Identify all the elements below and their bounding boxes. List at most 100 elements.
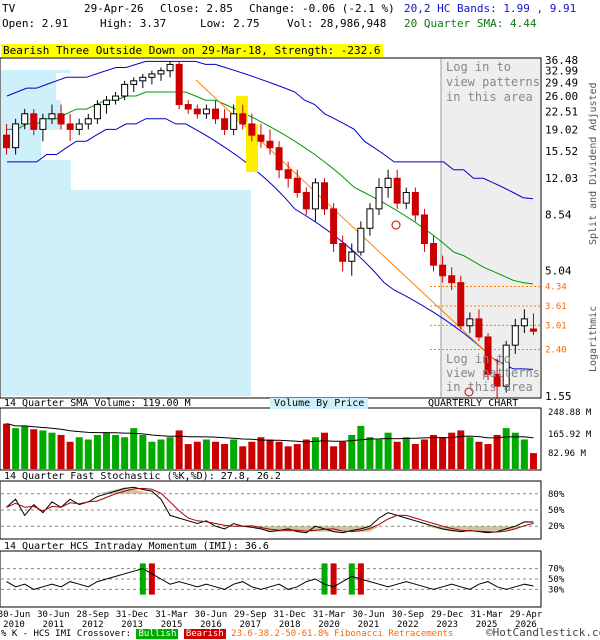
fib-legend: 23.6-38.2-50-61.8% Fibonacci Retracement… xyxy=(231,629,454,639)
candle-body xyxy=(202,108,210,115)
candle-body xyxy=(448,275,456,284)
x-tick-year: 2026 xyxy=(515,620,537,630)
imi-title: 14 Quarter HCS Intraday Momentum (IMI): … xyxy=(4,541,269,552)
volume-bar xyxy=(48,432,56,469)
fib-lines: 4.34 3.61 3.01 2.40 xyxy=(430,282,567,355)
stochastic-lines xyxy=(1,486,540,534)
candle-body xyxy=(121,83,129,97)
candle-body xyxy=(493,373,501,387)
hc-lower-band xyxy=(7,118,534,370)
candle-body xyxy=(39,118,47,130)
candle-body xyxy=(239,113,247,125)
fib-label: 4.34 xyxy=(545,282,567,292)
volume-bar xyxy=(230,439,238,469)
volume-bar xyxy=(121,437,129,469)
price-tick-label: 32.99 xyxy=(545,65,578,78)
candle-body xyxy=(357,227,365,253)
x-tick-label: 30-Jun xyxy=(37,610,70,620)
volume-bar xyxy=(3,423,11,469)
x-tick-label: 29-Dec xyxy=(431,610,464,620)
imi-line xyxy=(6,568,534,590)
vbp-bar xyxy=(1,190,251,260)
volume-bar xyxy=(166,437,174,469)
pattern-banner[interactable]: Bearish Three Outside Down on 29-Mar-18,… xyxy=(1,44,383,57)
volume-bar xyxy=(211,441,219,469)
volume-bar xyxy=(393,441,401,469)
volume-bar xyxy=(366,437,374,469)
candle-body xyxy=(366,208,374,229)
volume-bar xyxy=(193,441,201,469)
candle-body xyxy=(502,344,510,387)
imi-signal-bar xyxy=(139,563,146,595)
volume-bar xyxy=(466,437,474,469)
stoch-tick-label: 20% xyxy=(548,522,565,532)
volume-bar xyxy=(321,432,329,469)
candle-body xyxy=(3,134,11,149)
bullish-badge: Bullish xyxy=(136,629,179,639)
price-tick-label: 22.51 xyxy=(545,105,578,118)
x-tick-label: 30-Jun xyxy=(195,610,228,620)
candle-body xyxy=(166,63,174,72)
volume-bar xyxy=(39,430,47,469)
high-value: High: 3.37 xyxy=(100,17,167,30)
stoch-title: 14 Quarter Fast Stochastic (%K,%D): 27.8… xyxy=(4,471,281,482)
volume-bar xyxy=(12,428,20,469)
volume-bar xyxy=(520,439,528,469)
login-note-top[interactable]: Log in to view patterns in this area xyxy=(446,60,540,104)
volume-bar xyxy=(529,453,537,469)
volume-tick-label: 248.88 M xyxy=(548,408,592,418)
candle-body xyxy=(257,134,265,142)
volume-bar xyxy=(257,437,265,469)
candle-body xyxy=(339,243,347,262)
vbp-bar xyxy=(1,70,71,73)
vbp-bar xyxy=(1,73,56,100)
hc-upper-band xyxy=(6,60,534,200)
volume-bar xyxy=(348,434,356,469)
x-tick-year: 2011 xyxy=(43,620,65,630)
fib-label: 3.01 xyxy=(545,321,567,331)
volume-bar xyxy=(420,439,428,469)
volume-bar xyxy=(275,441,283,469)
candle-body xyxy=(393,177,401,204)
hc-upper-line xyxy=(6,60,534,200)
imi-signal-bar xyxy=(330,563,337,595)
candle-body xyxy=(157,70,165,75)
x-tick-label: 31-Dec xyxy=(273,610,306,620)
candle-body xyxy=(148,73,156,78)
candle-body xyxy=(511,325,519,346)
candle-body xyxy=(420,214,428,245)
volume-bar xyxy=(175,430,183,469)
volume-bar xyxy=(57,434,65,469)
symbol: TV xyxy=(2,2,16,15)
imi-signal-bar xyxy=(348,563,355,595)
x-tick-year: 2025 xyxy=(476,620,498,630)
volume-bar xyxy=(202,439,210,469)
candle-body xyxy=(284,169,292,179)
x-tick-year: 2012 xyxy=(82,620,104,630)
candle-body xyxy=(311,182,319,210)
x-tick-year: 2013 xyxy=(121,620,143,630)
x-tick-label: 29-Apr xyxy=(510,610,543,620)
stoch-d-line xyxy=(6,487,534,533)
candle-body xyxy=(84,118,92,125)
x-tick-year: 2021 xyxy=(358,620,380,630)
vbp-bar xyxy=(1,175,71,190)
volume-tick-label: 82.96 M xyxy=(548,449,587,459)
volume-bar xyxy=(384,432,392,469)
imi-signal-bar xyxy=(148,563,155,595)
change-value: Change: -0.06 (-2.1 %) xyxy=(249,2,395,15)
imi-tick-label: 50% xyxy=(548,575,565,585)
volume-bar xyxy=(330,446,338,469)
volume-bar xyxy=(430,434,438,469)
volume-bar xyxy=(457,430,465,469)
candle-body xyxy=(348,251,356,262)
login-note-bottom[interactable]: Log in to view patterns in this area xyxy=(446,352,540,394)
candle-body xyxy=(221,118,229,130)
hc-bands-label: 20,2 HC Bands: 1.99 , 9.91 xyxy=(404,2,577,15)
volume-bar xyxy=(139,434,147,469)
volume-bar xyxy=(102,432,110,469)
candle-body xyxy=(175,63,183,106)
volume-bar xyxy=(157,439,165,469)
fib-label: 2.40 xyxy=(545,345,567,355)
volume-bar xyxy=(112,434,120,469)
